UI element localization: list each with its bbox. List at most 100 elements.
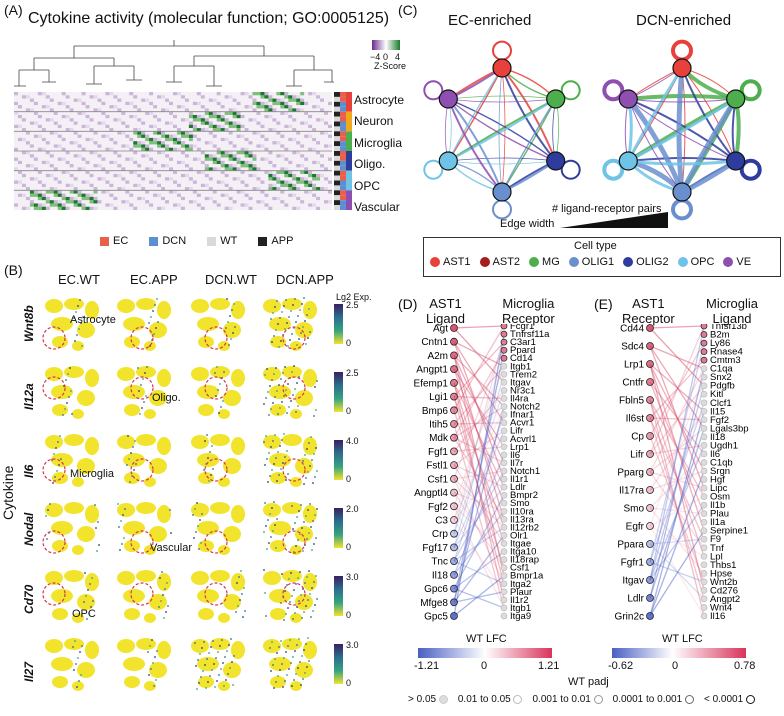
cell-type-annotation: Microglia	[70, 468, 115, 480]
left-node-label: Fgf17	[422, 543, 448, 554]
cell-type-dot	[723, 257, 734, 268]
right-node	[700, 331, 708, 338]
left-node-label: Smo	[623, 504, 644, 515]
right-node-label: Il16	[710, 611, 725, 622]
colorbar-min: 0	[346, 610, 352, 620]
right-node-label: Thbs1	[710, 560, 736, 571]
right-node	[500, 507, 508, 515]
umap-plot	[263, 433, 318, 487]
right-node-label: Bmpr1a	[510, 571, 544, 582]
right-node-label: Ifnar1	[510, 410, 534, 421]
padj-label: 0.001 to 0.01	[532, 694, 591, 705]
right-node-label: Tnf	[710, 543, 724, 554]
right-node	[500, 419, 508, 427]
right-node	[500, 427, 508, 435]
cell-type-name: MG	[542, 256, 560, 268]
cell-type-dot	[479, 257, 490, 268]
left-node	[450, 433, 458, 442]
left-node-label: Fgf2	[428, 502, 448, 513]
right-node-label: Il18rap	[510, 555, 539, 566]
right-node	[700, 570, 708, 577]
right-node-label: Il1r1	[510, 474, 528, 485]
panel-e-bipartite: Cd44 Sdc4 Lrp1 Cntfr Fbln5 Il6st Cp Lifr Pparg Il…	[615, 324, 749, 623]
right-node	[500, 324, 508, 330]
right-node	[700, 587, 708, 594]
legend-swatch-wt	[207, 236, 217, 246]
colorbar-min: 0	[346, 474, 352, 484]
right-node	[500, 604, 508, 612]
umap-plot	[42, 298, 99, 351]
right-node-label: Cd276	[710, 585, 738, 596]
left-node-label: Ppara	[617, 540, 644, 551]
cell-type-name: OLIG1	[581, 256, 615, 268]
panel-d-lfc-max: 1.21	[538, 660, 560, 672]
network-title-dcn: DCN-enriched	[636, 12, 732, 29]
right-node	[500, 515, 508, 523]
edge-width-label: Edge width	[500, 218, 555, 230]
umap-plot	[263, 569, 318, 623]
right-node	[500, 338, 508, 346]
cell-type-dot	[430, 257, 440, 268]
right-node	[500, 499, 508, 507]
left-node-label: Pparg	[617, 468, 644, 479]
cell-type-item: OPC	[677, 256, 714, 268]
left-node	[450, 392, 458, 401]
legend-swatch-app	[258, 236, 268, 246]
right-node-label: Plaur	[510, 587, 532, 598]
right-node-label: Ppard	[510, 345, 535, 356]
heatmap-side-bars	[334, 92, 352, 210]
right-node-label: Il7r	[510, 458, 523, 469]
left-node-label: Csf1	[427, 474, 448, 485]
left-node	[450, 502, 458, 511]
padj-label: 0.01 to 0.05	[457, 694, 511, 705]
right-node	[500, 491, 508, 499]
gene-label: Wnt8b	[22, 305, 36, 342]
right-node	[700, 390, 708, 398]
right-node	[700, 365, 708, 372]
right-node-label: Il1a	[710, 517, 726, 528]
expression-colorbar	[334, 576, 343, 616]
right-node	[700, 442, 708, 449]
left-node	[646, 414, 654, 422]
right-node-label: Itga9	[510, 611, 531, 622]
panel-d-right-title-line1: Microglia	[502, 296, 555, 311]
padj-marker	[745, 694, 755, 704]
left-node	[646, 522, 654, 530]
dendrogram	[14, 40, 334, 87]
right-node-label: C3ar1	[510, 337, 536, 348]
gene-label: Il6	[22, 464, 36, 478]
zscore-tick-mid: 0	[383, 52, 389, 62]
right-node	[500, 459, 508, 467]
left-node-label: Mdk	[429, 433, 449, 444]
cell-type-annotation: OPC	[72, 608, 96, 620]
padj-legend: > 0.05 0.01 to 0.05 0.001 to 0.01 0.0001…	[408, 694, 765, 705]
right-node	[500, 572, 508, 580]
right-node	[500, 403, 508, 410]
cytokine-side-label: Cytokine	[0, 465, 16, 520]
col-header-dcn-app: DCN.APP	[276, 272, 334, 287]
left-node-label: Grin2c	[615, 612, 644, 623]
umap-plot	[263, 501, 318, 555]
colorbar-min: 0	[346, 406, 352, 416]
right-node	[500, 580, 508, 588]
panel-d-right-title: Microglia Receptor	[502, 296, 555, 326]
right-node-label: Lifr	[510, 426, 523, 437]
right-node-label: Il15	[710, 406, 725, 417]
left-node	[450, 529, 458, 538]
left-node-label: Il18	[432, 570, 449, 581]
panel-d-left-title: AST1 Ligand	[426, 296, 465, 326]
padj-marker	[513, 694, 523, 704]
right-node	[700, 561, 708, 569]
left-node	[450, 598, 458, 607]
umap-plot	[263, 365, 318, 419]
right-node-label: Rnase4	[710, 347, 743, 358]
right-node-label: Itga10	[510, 547, 536, 558]
right-node	[700, 501, 708, 509]
right-node-label: Il12rb2	[510, 522, 539, 533]
right-node	[500, 532, 508, 539]
left-node-label: Il6st	[626, 414, 645, 425]
left-node	[450, 543, 458, 552]
right-node	[500, 387, 508, 394]
col-header-ec-app: EC.APP	[130, 272, 178, 287]
cell-type-item: MG	[529, 256, 560, 268]
